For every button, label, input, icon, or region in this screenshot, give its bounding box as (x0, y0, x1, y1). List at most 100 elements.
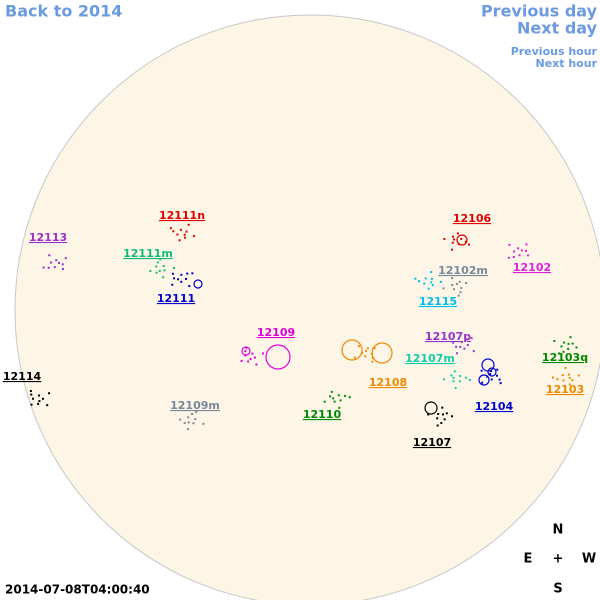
spot-dot (414, 277, 417, 280)
spot-dot (498, 378, 501, 381)
compass-east: E (524, 552, 533, 567)
region-label[interactable]: 12110 (303, 408, 342, 421)
compass-south: S (553, 582, 562, 597)
spot-dot (191, 413, 194, 416)
region-label[interactable]: 12109 (257, 326, 295, 339)
region-label[interactable]: 12106 (453, 212, 492, 225)
spot-dot (456, 232, 459, 235)
spot-dot (180, 280, 183, 283)
region-label[interactable]: 12102 (513, 261, 551, 274)
spot-dot (245, 346, 248, 349)
spot-dot (329, 395, 332, 398)
back-link[interactable]: Back to 2014 (5, 2, 122, 21)
spot-dot (452, 376, 455, 379)
spot-dot (42, 266, 45, 269)
spot-dot (443, 378, 446, 381)
spot-dot (64, 257, 67, 260)
spot-dot (178, 239, 181, 242)
spot-dot (38, 400, 41, 403)
region-label[interactable]: 12107 (413, 436, 451, 449)
region-label[interactable]: 12111n (159, 209, 205, 222)
spot-dot (525, 243, 528, 246)
region-label[interactable]: 12102m (438, 264, 488, 277)
spot-dot (567, 342, 570, 345)
region-label[interactable]: 12113 (29, 231, 67, 244)
spot-dot (185, 230, 188, 233)
spot-dot (450, 374, 453, 377)
next-day-link[interactable]: Next day (517, 19, 598, 38)
spot-dot (520, 249, 523, 252)
region-label[interactable]: 12114 (3, 370, 42, 383)
spot-dot (499, 382, 502, 385)
spot-dot (192, 422, 195, 425)
spot-dot (441, 406, 444, 409)
spot-dot (172, 230, 175, 233)
spot-dot (552, 376, 555, 379)
spot-dot (455, 345, 458, 348)
region-labels: 12113 12111n 12111m 12111 12106 12102m 12102 12… (3, 209, 588, 449)
spot-dot (472, 350, 475, 353)
spot-dot (495, 374, 498, 377)
spot-dot (48, 254, 51, 257)
spot-dot (556, 378, 559, 381)
region-label[interactable]: 12109m (170, 399, 220, 412)
region-label[interactable]: 12111m (123, 247, 173, 260)
spot-dot (251, 352, 254, 355)
spot-dot (323, 400, 326, 403)
spot-dot (436, 417, 439, 420)
next-hour-link[interactable]: Next hour (536, 57, 598, 70)
timestamp: 2014-07-08T04:00:40 (5, 583, 150, 597)
spot-dot (187, 223, 190, 226)
previous-hour-link[interactable]: Previous hour (511, 45, 598, 58)
spot-dot (443, 418, 446, 421)
spot-dot (30, 403, 33, 406)
spot-dot (179, 228, 182, 231)
spot-dot (184, 277, 187, 280)
spot-dot (496, 368, 499, 371)
region-label[interactable]: 12103q (542, 351, 588, 364)
spot-dot (560, 345, 563, 348)
spot-dot (364, 355, 367, 358)
spot-outline (478, 374, 490, 386)
spot-dot (337, 394, 340, 397)
spot-outline (487, 367, 497, 377)
spot-dot (194, 418, 197, 421)
spot-dot (171, 283, 174, 286)
region-label[interactable]: 12108 (369, 376, 407, 389)
spot-dot (441, 413, 444, 416)
spot-dot (171, 272, 174, 275)
spot-dot (249, 358, 252, 361)
spot-dot (247, 360, 250, 363)
spot-dot (451, 241, 454, 244)
region-label[interactable]: 12107m (405, 352, 455, 365)
spot-dot (451, 284, 454, 287)
spot-dot (41, 397, 44, 400)
spot-dot (353, 356, 356, 359)
spot-dot (343, 394, 346, 397)
spot-dot (155, 271, 158, 274)
spot-dot (452, 341, 455, 344)
region-label[interactable]: 12104 (475, 400, 514, 413)
spot-dot (187, 428, 190, 431)
region-marks (29, 223, 580, 431)
region-label[interactable]: 12107p (425, 330, 471, 343)
spot-dot (468, 243, 471, 246)
spot-dot (431, 284, 434, 287)
spot-dot (195, 410, 198, 413)
spot-dot (459, 375, 462, 378)
spot-dot (452, 235, 455, 238)
region-label[interactable]: 12115 (419, 295, 457, 308)
spot-outline (193, 279, 203, 289)
region-label[interactable]: 12111 (157, 292, 195, 305)
spot-dot (159, 258, 162, 261)
spot-dot (180, 273, 183, 276)
spot-dot (366, 347, 369, 350)
spot-dot (452, 288, 455, 291)
spot-dot (179, 418, 182, 421)
solar-disk (14, 14, 600, 600)
previous-day-link[interactable]: Previous day (481, 2, 598, 21)
spot-dot (37, 402, 40, 405)
region-label[interactable]: 12103 (546, 383, 584, 396)
spot-dot (562, 379, 565, 382)
